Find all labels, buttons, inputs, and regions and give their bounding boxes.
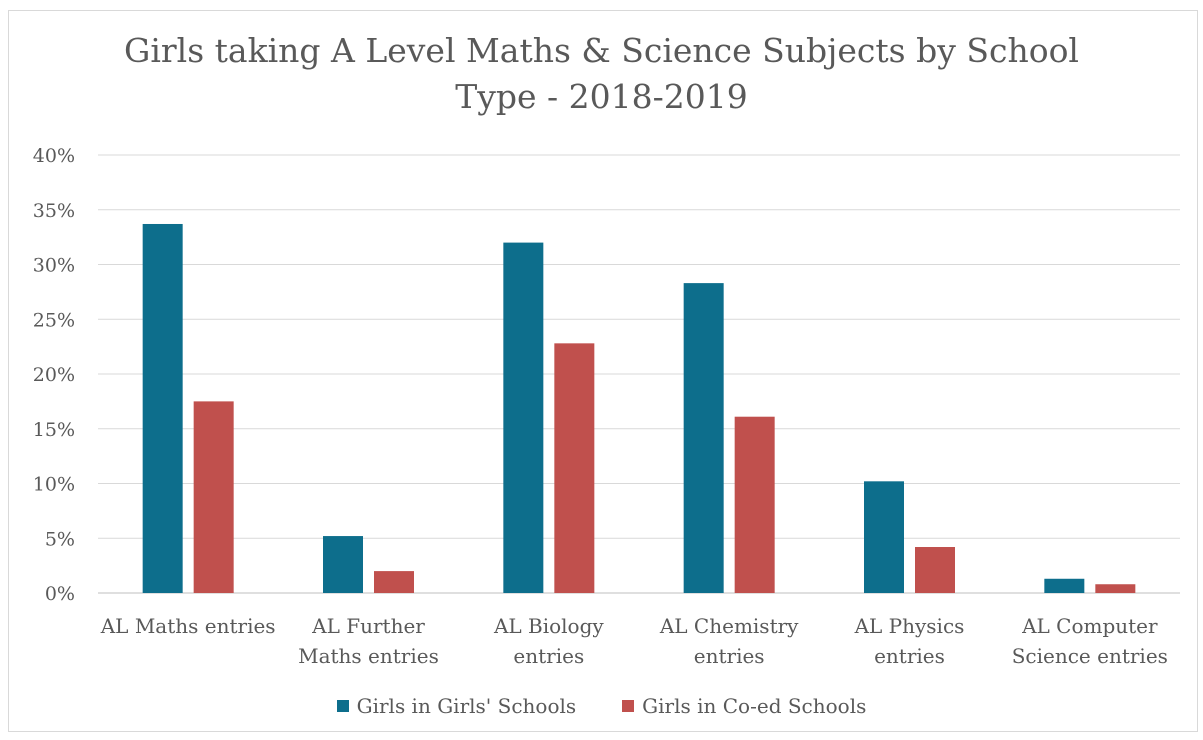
chart-frame <box>8 10 1198 732</box>
y-tick-label: 0% <box>45 583 75 605</box>
bar-coed-schools <box>193 401 234 593</box>
x-category-label: Maths entries <box>298 644 439 668</box>
x-category-label: Science entries <box>1012 644 1168 668</box>
legend-swatch-girls-schools <box>336 700 349 712</box>
bar-coed-schools <box>374 571 414 593</box>
x-category-label: AL Biology <box>493 614 604 638</box>
y-tick-label: 25% <box>33 309 75 331</box>
bar-girls-schools <box>323 536 363 593</box>
y-tick-label: 35% <box>33 200 75 222</box>
y-tick-label: 5% <box>45 528 75 550</box>
legend-label-coed-schools: Girls in Co-ed Schools <box>642 694 867 718</box>
legend-item-coed-schools: Girls in Co-ed Schools <box>622 694 866 718</box>
legend-label-girls-schools: Girls in Girls' Schools <box>356 694 577 718</box>
bar-girls-schools <box>142 223 183 594</box>
legend-item-girls-schools: Girls in Girls' Schools <box>336 694 577 718</box>
chart-title-line-1: Girls taking A Level Maths & Science Sub… <box>123 31 1079 70</box>
x-category-label: AL Chemistry <box>659 614 799 638</box>
bar-coed-schools <box>734 416 775 593</box>
x-category-label: entries <box>874 644 945 668</box>
legend-swatch-coed-schools <box>622 700 635 712</box>
x-category-label: AL Maths entries <box>100 614 276 638</box>
x-category-label: AL Physics <box>854 614 965 638</box>
x-category-label: entries <box>694 644 765 668</box>
y-tick-label: 10% <box>33 474 75 496</box>
y-tick-label: 30% <box>33 255 75 277</box>
bar-coed-schools <box>1095 584 1136 593</box>
y-tick-label: 15% <box>33 419 75 441</box>
bar-girls-schools <box>503 242 544 593</box>
x-category-label: AL Further <box>311 614 425 638</box>
x-category-label: entries <box>513 644 584 668</box>
bar-girls-schools <box>864 481 904 593</box>
bar-coed-schools <box>554 343 595 593</box>
bar-coed-schools <box>915 547 955 593</box>
chart-title-line-2: Type - 2018-2019 <box>455 77 748 116</box>
bar-girls-schools <box>683 283 724 593</box>
chart-title: Girls taking A Level Maths & Science Sub… <box>0 28 1203 120</box>
bar-girls-schools <box>1044 578 1085 593</box>
y-tick-label: 40% <box>33 145 75 167</box>
y-tick-label: 20% <box>33 364 75 386</box>
x-category-label: AL Computer <box>1021 614 1158 638</box>
legend: Girls in Girls' Schools Girls in Co-ed S… <box>0 694 1203 718</box>
